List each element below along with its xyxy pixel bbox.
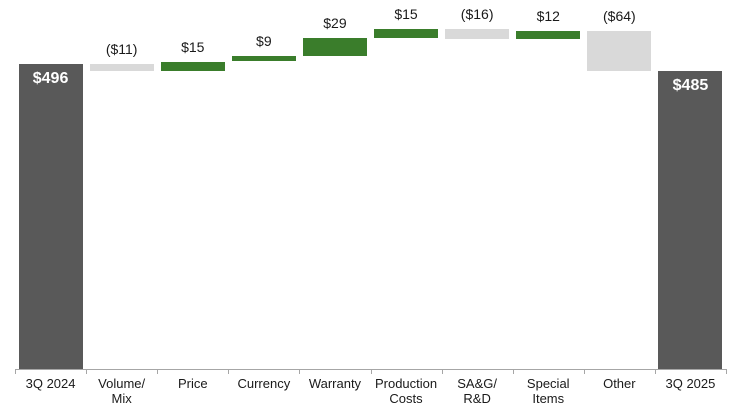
bar-value-label-special-items: $12 [536,8,560,25]
x-axis-label-line: Special [526,376,570,391]
x-axis-label-line: Mix [111,391,132,406]
x-axis-tick [441,369,443,374]
bar-value-label-warranty: $29 [323,15,347,32]
bar-other [587,31,652,71]
x-axis-tick [299,369,301,374]
bar-value-label-volume-mix: ($11) [105,40,138,57]
x-axis-label-line: R&D [463,391,491,406]
x-axis-label-3q-2025: 3Q 2025 [645,376,735,391]
bar-warranty [302,38,367,56]
x-axis-label-line: Production [374,376,438,391]
x-axis-label-production-costs: Production Costs [361,376,451,406]
x-axis-tick [86,369,88,374]
x-axis-label-line: Items [532,391,565,406]
bar-value-label-3q-2024: $496 [32,69,69,87]
x-axis-tick [726,369,727,374]
bar-special-items [516,31,581,39]
x-axis-label-special-items: Special Items [503,376,593,406]
x-axis-tick [15,369,16,374]
x-axis-tick [370,369,372,374]
x-axis-label-line: Volume/ [98,376,146,391]
x-axis-label-line: Costs [389,391,423,406]
x-axis-label-line: Price [177,376,208,391]
bar-value-label-currency: $9 [256,32,272,49]
x-axis-label-line: SA&G/ [457,376,498,391]
bar-value-label-sa-g-r-d: ($16) [460,5,494,22]
x-axis-label-currency: Currency [219,376,309,391]
x-axis-label-volume-mix: Volume/Mix [77,376,167,406]
x-axis-label-other: Other [574,376,664,391]
x-axis-label-line: Warranty [308,376,362,391]
bar-currency [231,55,296,62]
bar-value-label-3q-2025: $485 [672,76,709,94]
bar-volume-mix [89,63,154,71]
x-axis-tick [583,369,585,374]
x-axis-tick [512,369,514,374]
bar-3q-2024 [18,63,83,369]
x-axis-label-sa-g-r-d: SA&G/R&D [432,376,522,406]
x-axis-label-3q-2024: 3Q 2024 [6,376,96,391]
x-axis-label-line: Other [603,376,636,391]
x-axis-label-warranty: Warranty [290,376,380,391]
bar-value-label-production-costs: $15 [394,5,418,22]
x-axis-tick [157,369,159,374]
bar-sa-g-r-d [445,28,510,39]
x-axis-label-line: 3Q 2024 [25,376,76,391]
bar-3q-2025 [658,70,723,369]
x-axis-tick [228,369,230,374]
bar-value-label-price: $15 [181,38,205,55]
bar-price [160,61,225,71]
x-axis-tick [654,369,656,374]
bar-production-costs [374,28,439,39]
x-axis-label-line: 3Q 2025 [665,376,716,391]
bar-value-label-other: ($64) [603,8,636,25]
x-axis-label-price: Price [148,376,238,391]
x-axis-label-line: Currency [237,376,291,391]
